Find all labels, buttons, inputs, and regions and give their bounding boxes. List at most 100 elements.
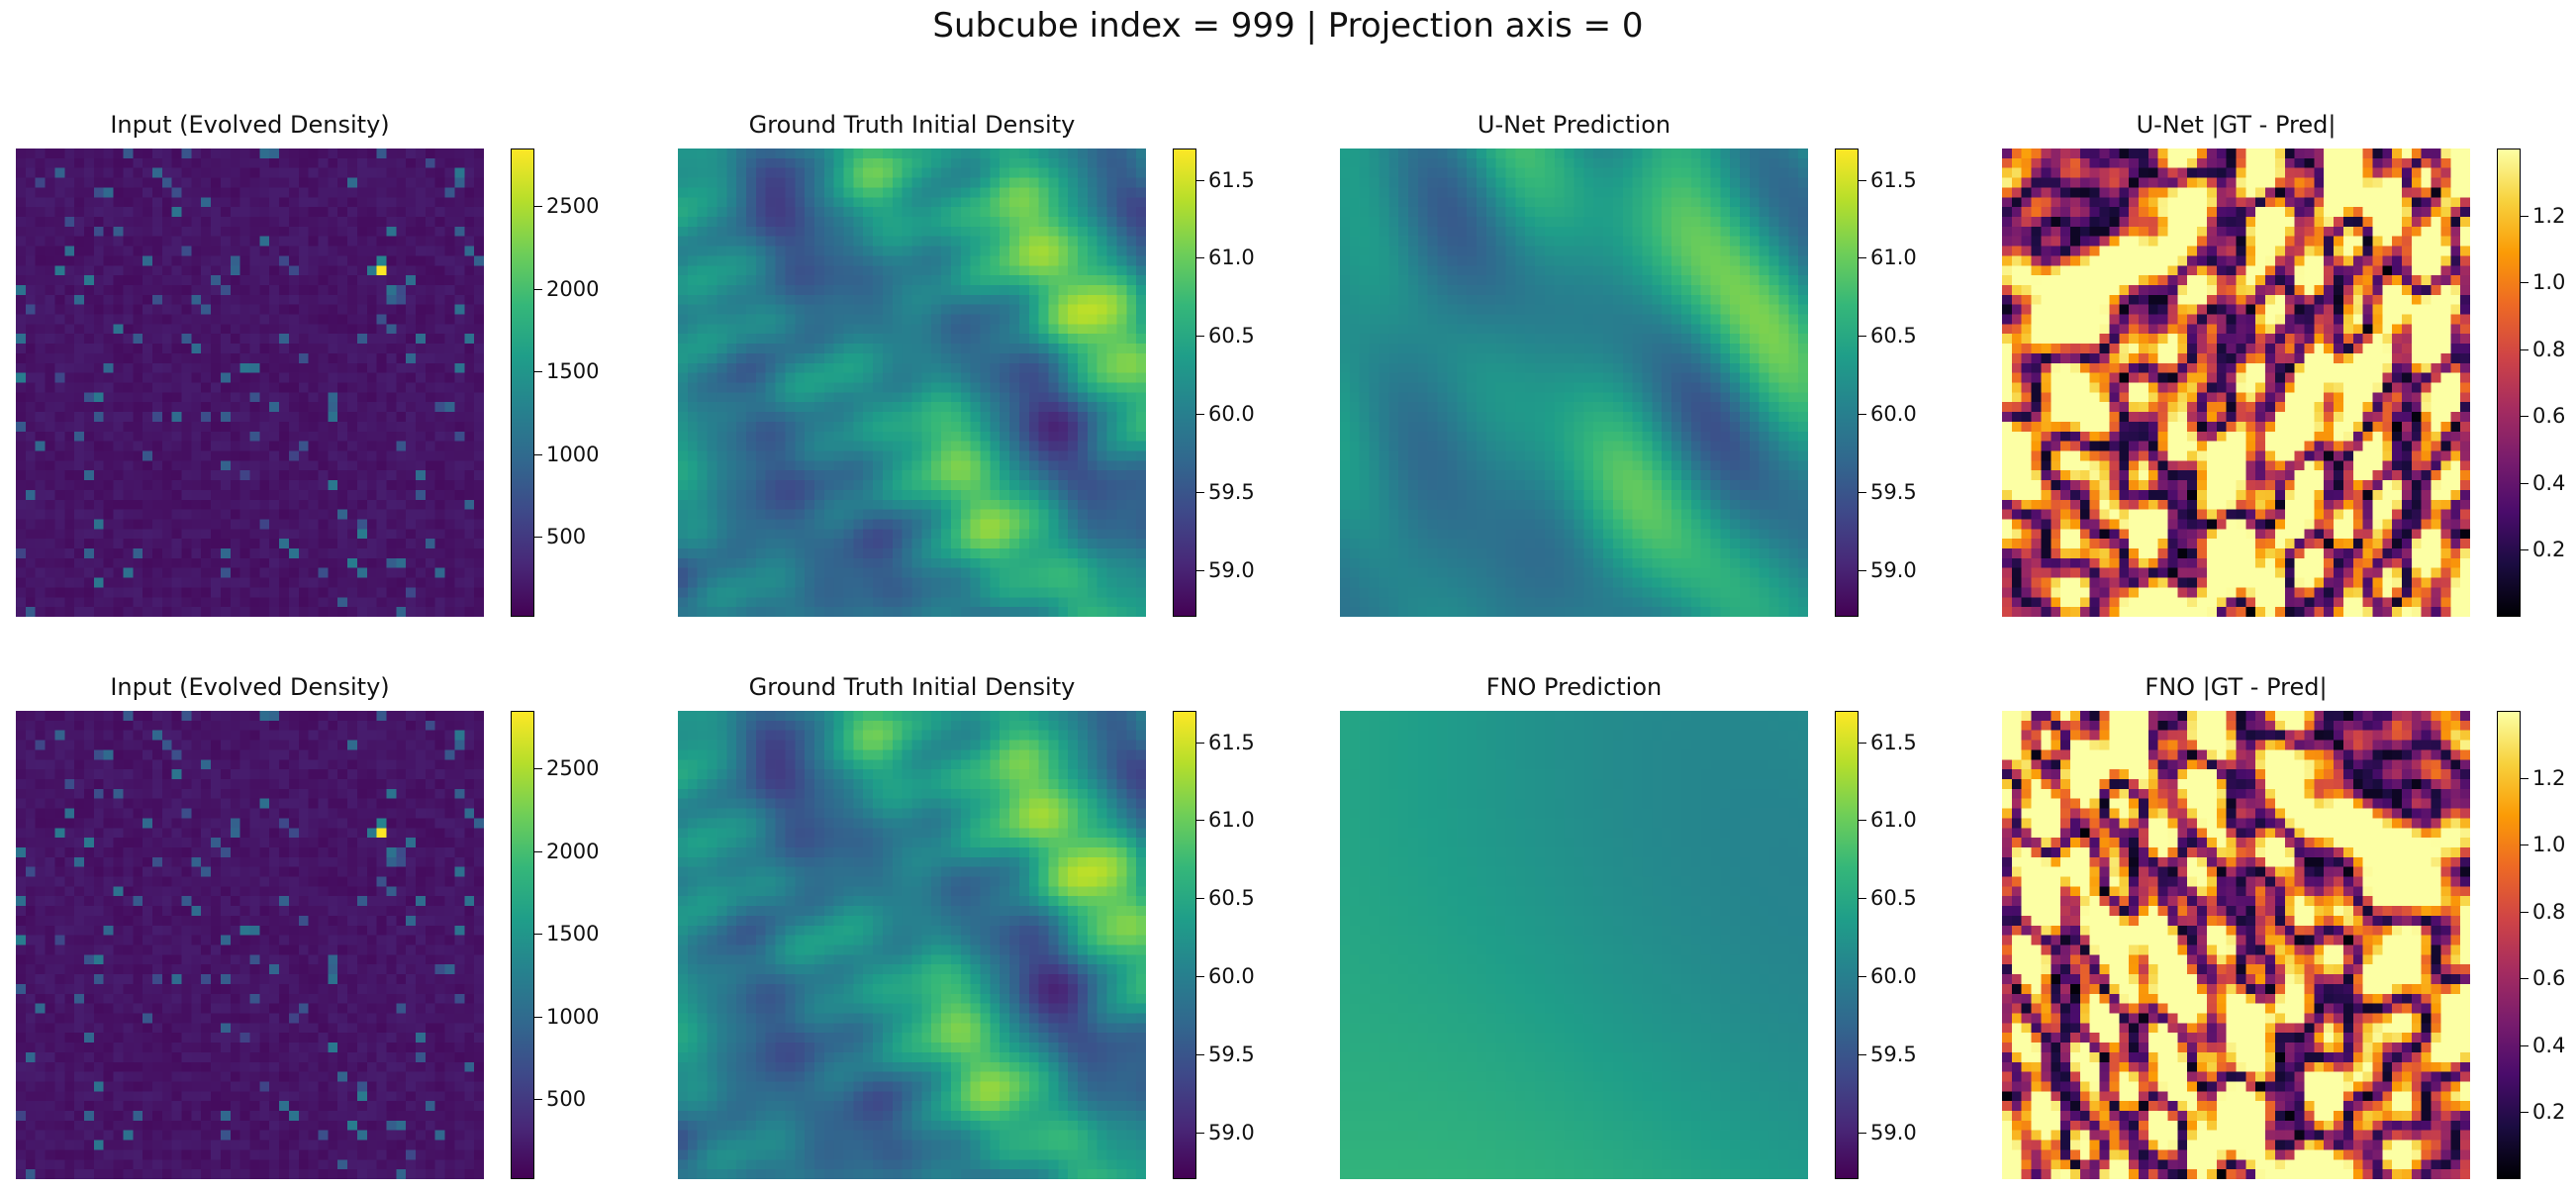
unet-prediction-colorbar-tick-label: 59.5	[1870, 479, 1917, 504]
fno-prediction-title: FNO Prediction	[1485, 673, 1663, 701]
unet-prediction-colorbar-tick-label: 61.0	[1870, 246, 1917, 270]
gt-unet-row-colorbar-tick-label: 60.0	[1208, 402, 1255, 427]
fno-error-colorbar-tick	[2521, 978, 2528, 980]
unet-prediction-colorbar-tick-label: 60.0	[1870, 402, 1917, 427]
input-unet-row-colorbar-tick	[534, 371, 542, 373]
fno-error-colorbar-tick	[2521, 777, 2528, 779]
fno-error-colorbar-tick-label: 0.6	[2532, 966, 2566, 991]
unet-error-colorbar-tick	[2521, 482, 2528, 484]
fno-prediction-colorbar-tick	[1859, 1053, 1866, 1055]
unet-error-colorbar-tick-label: 0.8	[2532, 337, 2566, 361]
input-unet-row-colorbar-tick	[534, 453, 542, 455]
unet-prediction-colorbar-tick-label: 61.5	[1870, 167, 1917, 192]
input-fno-row-colorbar-tick	[534, 850, 542, 852]
fno-prediction-colorbar-tick	[1859, 1132, 1866, 1134]
fno-error-colorbar	[2497, 711, 2521, 1179]
gt-fno-row-colorbar-tick	[1196, 820, 1204, 822]
fno-prediction-colorbar-tick-label: 61.0	[1870, 808, 1917, 833]
gt-fno-row-colorbar-tick-label: 61.5	[1208, 730, 1255, 754]
input-fno-row-colorbar-tick	[534, 768, 542, 770]
unet-prediction-colorbar-tick	[1859, 336, 1866, 338]
unet-error-colorbar-tick-label: 1.2	[2532, 203, 2566, 228]
unet-prediction-heatmap	[1340, 149, 1808, 617]
gt-unet-row-colorbar-tick	[1196, 569, 1204, 571]
unet-error-colorbar	[2497, 149, 2521, 617]
input-unet-row-colorbar-tick	[534, 288, 542, 290]
input-fno-row-colorbar-tick-label: 500	[546, 1087, 587, 1112]
input-fno-row-colorbar-tick-label: 2000	[546, 839, 600, 863]
input-unet-row-colorbar-tick-label: 1500	[546, 359, 600, 384]
gt-unet-row-colorbar	[1173, 149, 1196, 617]
unet-prediction-colorbar	[1835, 149, 1859, 617]
gt-fno-row-colorbar-tick	[1196, 1132, 1204, 1134]
input-fno-row-colorbar-tick	[534, 1016, 542, 1018]
unet-error-heatmap	[2002, 149, 2470, 617]
unet-error-colorbar-tick-label: 0.2	[2532, 538, 2566, 562]
fno-error-colorbar-tick-label: 1.0	[2532, 833, 2566, 857]
gt-fno-row-colorbar-tick	[1196, 1053, 1204, 1055]
gt-fno-row-colorbar-tick-label: 61.0	[1208, 808, 1255, 833]
unet-error-colorbar-tick-label: 0.6	[2532, 404, 2566, 429]
gt-unet-row-colorbar-tick	[1196, 179, 1204, 181]
gt-fno-row-colorbar-tick-label: 60.0	[1208, 964, 1255, 989]
fno-prediction-colorbar	[1835, 711, 1859, 1179]
unet-error-colorbar-tick	[2521, 348, 2528, 350]
input-unet-row-title: Input (Evolved Density)	[110, 111, 390, 139]
unet-error-colorbar-tick	[2521, 215, 2528, 217]
input-unet-row-colorbar-tick-label: 2000	[546, 276, 600, 301]
gt-unet-row-colorbar-tick-label: 61.0	[1208, 246, 1255, 270]
fno-error-colorbar-tick-label: 0.2	[2532, 1100, 2566, 1125]
fno-prediction-colorbar-tick	[1859, 742, 1866, 744]
unet-error-colorbar-tick-label: 0.4	[2532, 470, 2566, 495]
gt-unet-row-colorbar-tick	[1196, 491, 1204, 493]
input-fno-row-colorbar-tick-label: 2500	[546, 756, 600, 781]
gt-unet-row-colorbar-tick-label: 60.5	[1208, 324, 1255, 348]
gt-fno-row-heatmap	[678, 711, 1146, 1179]
gt-unet-row-colorbar-tick-label: 59.5	[1208, 479, 1255, 504]
input-unet-row-colorbar-tick	[534, 206, 542, 208]
unet-prediction-colorbar-tick	[1859, 414, 1866, 416]
fno-error-colorbar-tick-label: 0.8	[2532, 899, 2566, 924]
input-unet-row-heatmap	[16, 149, 484, 617]
fno-prediction-heatmap	[1340, 711, 1808, 1179]
input-fno-row-colorbar-tick	[534, 1099, 542, 1101]
fno-prediction-colorbar-tick-label: 60.5	[1870, 886, 1917, 911]
fno-prediction-colorbar-tick	[1859, 898, 1866, 900]
fno-prediction-colorbar-tick-label: 61.5	[1870, 730, 1917, 754]
unet-error-colorbar-tick	[2521, 416, 2528, 418]
unet-prediction-colorbar-tick	[1859, 179, 1866, 181]
gt-fno-row-colorbar-tick	[1196, 742, 1204, 744]
fno-prediction-colorbar-tick	[1859, 820, 1866, 822]
gt-unet-row-colorbar-tick-label: 61.5	[1208, 167, 1255, 192]
gt-unet-row-title: Ground Truth Initial Density	[748, 111, 1076, 139]
input-fno-row-colorbar-tick-label: 1500	[546, 922, 600, 946]
fno-error-title: FNO |GT - Pred|	[2145, 673, 2328, 701]
unet-error-colorbar-tick	[2521, 549, 2528, 551]
unet-error-colorbar-tick	[2521, 282, 2528, 284]
fno-prediction-colorbar-tick-label: 60.0	[1870, 964, 1917, 989]
input-fno-row-colorbar	[511, 711, 534, 1179]
input-unet-row-colorbar-tick-label: 500	[546, 525, 587, 549]
gt-unet-row-colorbar-tick	[1196, 336, 1204, 338]
input-fno-row-colorbar-tick	[534, 934, 542, 936]
unet-error-colorbar-tick-label: 1.0	[2532, 270, 2566, 295]
unet-prediction-title: U-Net Prediction	[1477, 111, 1671, 139]
gt-fno-row-title: Ground Truth Initial Density	[748, 673, 1076, 701]
unet-error-title: U-Net |GT - Pred|	[2136, 111, 2337, 139]
figure-suptitle: Subcube index = 999 | Projection axis = …	[932, 6, 1644, 46]
unet-prediction-colorbar-tick	[1859, 569, 1866, 571]
gt-fno-row-colorbar-tick-label: 59.0	[1208, 1120, 1255, 1144]
unet-prediction-colorbar-tick-label: 59.0	[1870, 557, 1917, 582]
fno-error-colorbar-tick	[2521, 911, 2528, 913]
input-fno-row-heatmap	[16, 711, 484, 1179]
fno-prediction-colorbar-tick	[1859, 976, 1866, 978]
fno-error-colorbar-tick	[2521, 1044, 2528, 1046]
unet-prediction-colorbar-tick	[1859, 257, 1866, 259]
gt-fno-row-colorbar	[1173, 711, 1196, 1179]
gt-fno-row-colorbar-tick	[1196, 898, 1204, 900]
fno-error-colorbar-tick-label: 0.4	[2532, 1033, 2566, 1057]
gt-fno-row-colorbar-tick-label: 60.5	[1208, 886, 1255, 911]
gt-unet-row-colorbar-tick	[1196, 257, 1204, 259]
fno-error-colorbar-tick	[2521, 844, 2528, 846]
